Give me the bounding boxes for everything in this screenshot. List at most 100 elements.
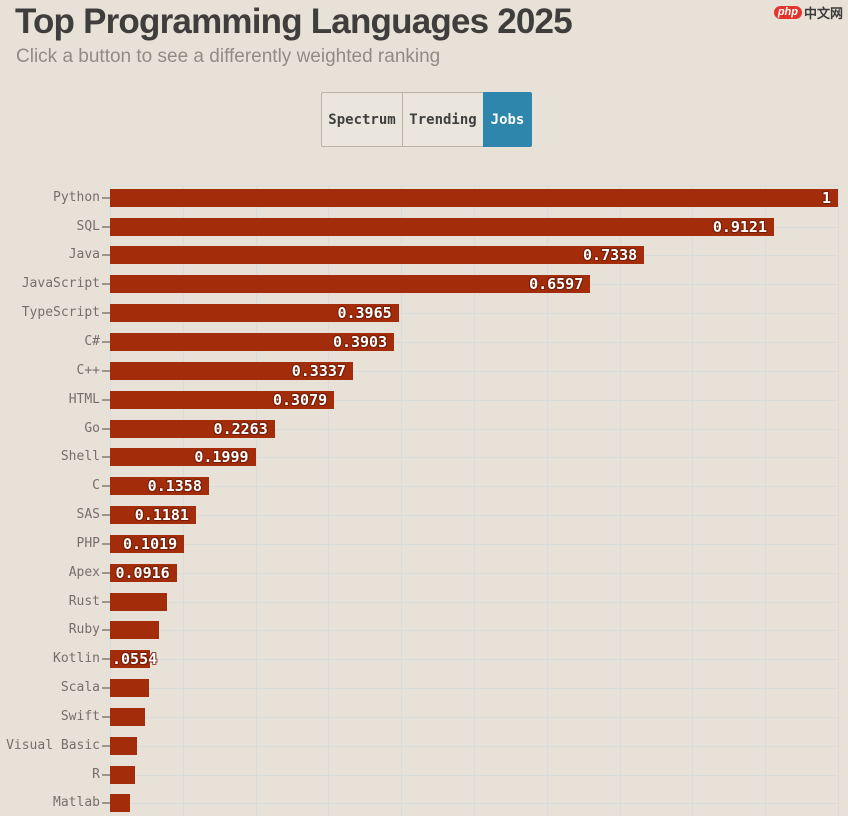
gridline-horizontal (110, 457, 838, 459)
bar-value-label: 1 (821, 188, 831, 207)
category-label: JavaScript (21, 276, 100, 292)
category-label: SQL (76, 218, 100, 234)
category-label: Scala (60, 680, 100, 696)
gridline-horizontal (110, 572, 838, 574)
site-logo[interactable]: php 中文网 (773, 3, 843, 22)
bar-value-label: 0.1181 (134, 506, 189, 525)
gridline-horizontal (110, 745, 838, 747)
category-label: R (92, 766, 100, 782)
category-label: Matlab (53, 795, 100, 811)
bar[interactable]: 0.6597 (110, 275, 591, 294)
trending-button[interactable]: Trending (402, 92, 484, 147)
bar[interactable]: 0.1999 (110, 448, 256, 467)
bar-value-label: 0.3965 (337, 304, 392, 323)
category-label: C# (84, 334, 100, 349)
axis-tick-icon (102, 600, 110, 603)
category-label: SAS (76, 507, 100, 523)
plot-top-border (110, 185, 838, 186)
bar-value-label: 0.1019 (122, 534, 178, 553)
category-label: Swift (60, 708, 100, 724)
axis-tick-icon (102, 456, 110, 459)
bar-value-label: 0.7338 (583, 246, 638, 265)
category-label: HTML (68, 391, 100, 407)
category-label: Ruby (68, 622, 100, 638)
bar[interactable] (110, 679, 150, 698)
bar[interactable]: .0554 (110, 650, 157, 669)
gridline-horizontal (110, 399, 838, 401)
gridline-horizontal (110, 342, 838, 343)
category-label: Python (53, 189, 100, 205)
gridline-horizontal (110, 688, 838, 690)
category-label: Kotlin (53, 651, 100, 667)
category-label: C (92, 478, 100, 494)
axis-tick-icon (102, 514, 110, 517)
bar[interactable] (110, 736, 137, 755)
axis-tick-icon (102, 312, 110, 315)
axis-tick-icon (102, 773, 110, 776)
gridline-horizontal (110, 313, 838, 315)
page-subtitle: Click a button to see a differently weig… (16, 46, 441, 67)
bar[interactable]: 0.0916 (110, 563, 177, 582)
gridline-horizontal (110, 774, 838, 776)
gridline-vertical (401, 185, 403, 816)
ranking-toggle-group: Spectrum Trending Jobs (321, 92, 532, 147)
bar[interactable]: 0.1019 (110, 534, 185, 553)
category-label: Visual Basic (6, 737, 100, 753)
spectrum-button[interactable]: Spectrum (321, 92, 403, 147)
category-label: Shell (60, 449, 100, 465)
gridline-horizontal (110, 370, 838, 372)
bar[interactable]: 1 (110, 188, 838, 207)
bar[interactable]: 0.1358 (110, 477, 209, 496)
axis-tick-icon (102, 715, 110, 718)
gridline-vertical (619, 185, 621, 816)
gridline-horizontal (110, 630, 838, 632)
gridline-vertical (692, 185, 694, 816)
bar-value-label: 0.3337 (291, 361, 346, 380)
axis-tick-icon (102, 283, 110, 286)
category-label: PHP (76, 535, 100, 551)
gridline-horizontal (110, 515, 838, 517)
bar[interactable]: 0.3079 (110, 390, 335, 409)
bar[interactable] (110, 765, 135, 784)
bar-value-label: 0.2263 (213, 419, 268, 438)
gridline-horizontal (110, 716, 838, 718)
bar[interactable]: 0.2263 (110, 419, 275, 438)
bar[interactable] (110, 794, 130, 813)
axis-tick-icon (102, 485, 110, 488)
gridline-horizontal (110, 659, 838, 661)
axis-tick-icon (102, 341, 110, 343)
bar-value-label: 0.0916 (115, 563, 170, 582)
php-logo-icon: php (773, 6, 802, 19)
bar[interactable] (110, 621, 159, 640)
axis-tick-icon (102, 427, 110, 430)
bar[interactable]: 0.7338 (110, 246, 645, 265)
axis-tick-icon (102, 369, 110, 372)
bar[interactable] (110, 707, 145, 726)
bar-value-label: 0.3903 (332, 333, 388, 351)
page-title: Top Programming Languages 2025 (15, 2, 573, 41)
bar[interactable] (110, 592, 167, 611)
bar[interactable]: 0.3903 (110, 333, 395, 351)
axis-tick-icon (102, 658, 110, 661)
axis-tick-icon (102, 398, 110, 401)
category-label: C++ (76, 362, 100, 378)
axis-tick-icon (102, 802, 110, 805)
axis-tick-icon (102, 629, 110, 632)
category-label: Rust (68, 593, 100, 609)
bar[interactable]: 0.3337 (110, 361, 353, 380)
axis-tick-icon (102, 542, 110, 545)
gridline-vertical (328, 185, 330, 816)
gridline-horizontal (110, 601, 838, 603)
jobs-button[interactable]: Jobs (483, 92, 532, 147)
bar[interactable]: 0.9121 (110, 217, 774, 236)
bar[interactable]: 0.1181 (110, 506, 196, 525)
gridline-vertical (765, 185, 767, 816)
gridline-vertical (474, 185, 475, 816)
bar[interactable]: 0.3965 (110, 304, 399, 323)
gridline-horizontal (110, 803, 838, 805)
gridline-vertical (255, 185, 257, 816)
bar-value-label: 0.1999 (194, 448, 249, 467)
bar-value-label: 0.1358 (147, 477, 202, 496)
